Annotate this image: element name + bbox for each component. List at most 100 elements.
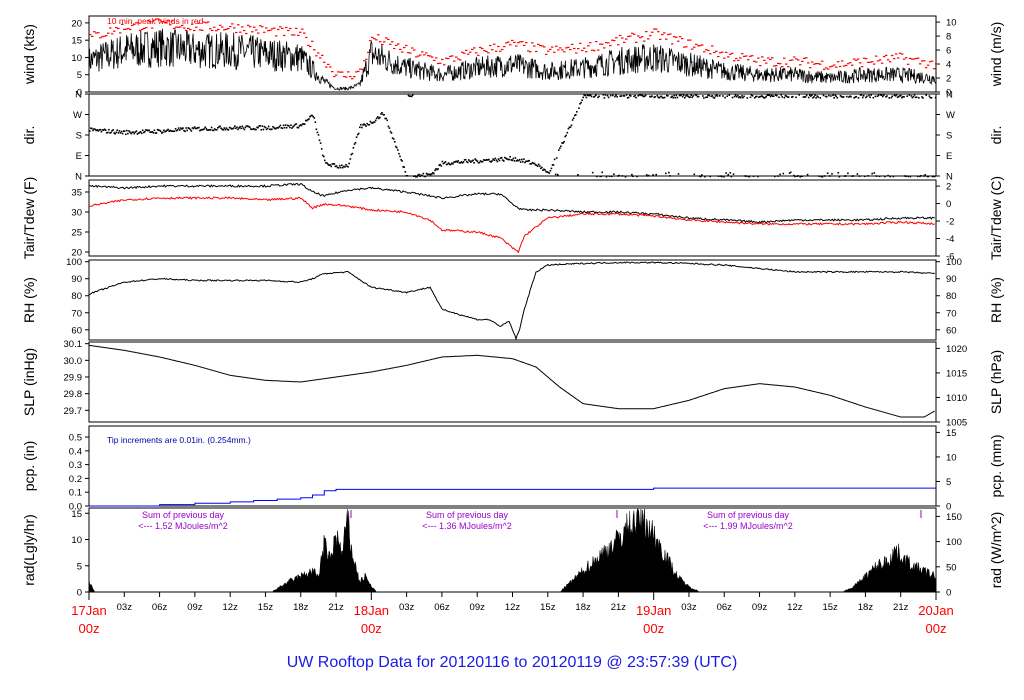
direction-point — [758, 96, 760, 98]
direction-point — [251, 128, 253, 131]
peak-wind-marker — [753, 60, 756, 62]
peak-wind-marker — [896, 57, 900, 59]
wind-ytick-label: 15 — [71, 36, 82, 47]
direction-point — [144, 130, 146, 133]
direction-point — [633, 95, 635, 98]
direction-point — [794, 175, 796, 178]
time-tick-label: 09z — [752, 602, 768, 613]
direction-point — [779, 173, 781, 176]
direction-point — [462, 161, 465, 163]
direction-point — [241, 125, 244, 128]
peak-wind-marker — [571, 43, 574, 45]
direction-point — [602, 94, 605, 96]
date-hour-label: 00z — [643, 621, 664, 636]
peak-wind-marker — [151, 27, 154, 29]
direction-point — [190, 130, 193, 132]
wind-rtick-label: 10 — [946, 18, 957, 29]
temperature-ylabel-right: Tair/Tdew (C) — [988, 176, 1004, 260]
direction-point — [296, 126, 299, 129]
peak-wind-marker — [709, 53, 712, 55]
direction-point — [596, 175, 598, 178]
peak-wind-marker — [864, 58, 868, 60]
direction-point — [558, 149, 560, 151]
direction-point — [395, 145, 397, 148]
direction-rtick-label: E — [946, 151, 952, 162]
peak-wind-marker — [816, 63, 820, 65]
peak-wind-marker — [631, 32, 634, 34]
direction-point — [546, 171, 548, 173]
direction-point — [636, 175, 638, 178]
peak-wind-marker — [735, 57, 738, 60]
pressure-rtick-label: 1015 — [946, 368, 967, 379]
direction-point — [208, 129, 211, 131]
direction-point — [310, 114, 312, 117]
peak-wind-marker — [271, 28, 274, 30]
direction-ytick-label: W — [73, 110, 82, 121]
pressure-ylabel-right: SLP (hPa) — [988, 350, 1004, 414]
direction-point — [157, 129, 160, 131]
direction-point — [183, 129, 185, 132]
direction-point — [650, 96, 652, 98]
direction-point — [842, 96, 845, 98]
direction-point — [859, 94, 862, 96]
humidity-panel: RH (%) RH (%) 60 70 80 90 100 60 70 80 90 100 — [21, 257, 1004, 341]
peak-wind-marker — [805, 57, 808, 59]
pressure-panel: SLP (inHg) SLP (hPa) 29.7 29.8 29.9 30.0 30.1 1… — [21, 339, 1004, 428]
direction-point — [714, 95, 717, 97]
direction-point — [564, 135, 566, 138]
direction-point — [710, 95, 713, 98]
direction-point — [676, 96, 679, 99]
peak-wind-marker — [888, 61, 892, 63]
direction-point — [608, 175, 611, 178]
direction-point — [522, 160, 524, 163]
direction-point — [791, 96, 793, 98]
direction-point — [858, 175, 861, 177]
peak-wind-marker — [789, 59, 792, 61]
direction-point — [752, 175, 755, 178]
direction-point — [620, 95, 623, 97]
direction-point — [467, 161, 469, 164]
direction-point — [129, 131, 131, 133]
direction-rtick-label: W — [946, 110, 955, 121]
peak-wind-marker — [773, 65, 776, 67]
direction-point — [611, 175, 613, 178]
peak-wind-marker — [249, 26, 252, 28]
peak-wind-marker — [810, 61, 814, 63]
peak-wind-marker — [415, 56, 418, 58]
direction-point — [648, 174, 650, 177]
peak-wind-marker — [681, 38, 684, 40]
direction-point — [229, 127, 232, 129]
direction-point — [843, 175, 846, 177]
pressure-line — [88, 344, 936, 418]
day-sum-value: <--- 1.99 MJoules/m^2 — [703, 521, 793, 531]
direction-point — [145, 129, 147, 131]
direction-point — [162, 131, 164, 134]
direction-point — [644, 94, 647, 97]
humidity-ytick-label: 70 — [71, 308, 82, 319]
peak-wind-marker — [455, 56, 458, 58]
direction-point — [560, 145, 562, 148]
direction-point — [733, 95, 736, 98]
peak-wind-marker — [591, 49, 594, 51]
direction-point — [643, 95, 646, 97]
radiation-ylabel-left: rad(Lgly/hr) — [21, 514, 37, 586]
direction-point — [577, 174, 579, 176]
peak-wind-marker — [912, 58, 916, 60]
peak-wind-marker — [629, 35, 632, 37]
date-label: 19Jan — [636, 603, 671, 618]
direction-point — [458, 161, 461, 164]
direction-point — [273, 126, 275, 129]
peak-wind-marker — [183, 27, 186, 29]
peak-wind-marker — [383, 41, 386, 43]
direction-point — [418, 173, 420, 176]
wind-ylabel-right: wind (m/s) — [988, 22, 1004, 88]
direction-point — [414, 175, 416, 177]
radiation-panel: rad(Lgly/hr) rad (W/m^2)051015050100150Su… — [21, 507, 1004, 599]
direction-point — [570, 124, 573, 127]
direction-point — [323, 155, 325, 158]
direction-point — [172, 130, 175, 133]
time-tick-label: 06z — [717, 602, 733, 613]
temperature-rtick-label: 2 — [946, 182, 951, 193]
direction-point — [659, 95, 662, 98]
direction-point — [658, 97, 661, 99]
